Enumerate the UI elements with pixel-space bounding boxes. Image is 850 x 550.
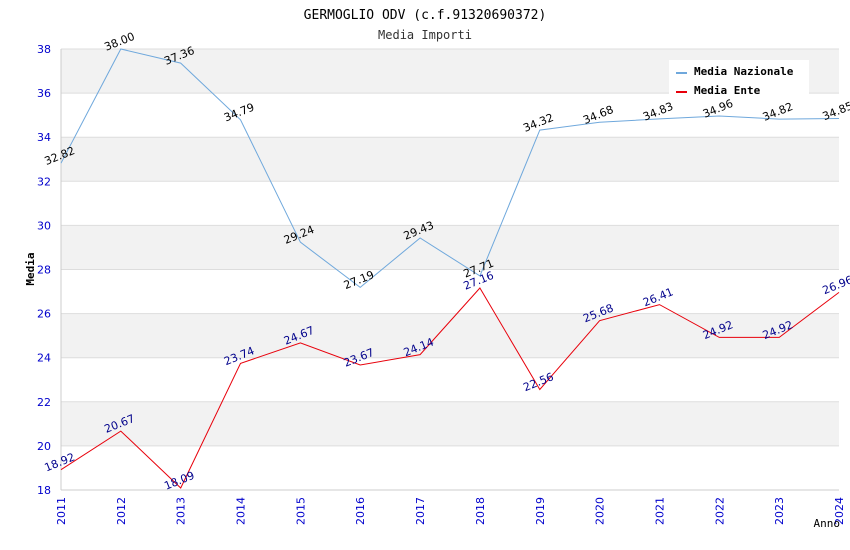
y-tick-label: 20 xyxy=(37,440,51,453)
axes xyxy=(60,49,839,491)
data-label: 26.41 xyxy=(641,285,675,309)
x-tick-label: 2016 xyxy=(354,497,367,525)
x-tick-labels: 2011 2012 2013 2014 2015 2016 2017 2018 2019 2020… xyxy=(55,497,846,525)
x-tick-label: 2019 xyxy=(534,497,547,525)
y-axis-label: Media xyxy=(24,252,37,285)
x-axis-label: Anno xyxy=(814,517,841,530)
data-label: 34.96 xyxy=(701,97,735,121)
grid-band xyxy=(61,225,839,270)
x-tick-label: 2014 xyxy=(235,497,248,525)
data-label: 22.56 xyxy=(521,370,555,394)
grid-lines xyxy=(61,48,839,491)
grid-band xyxy=(61,137,839,182)
x-tick-label: 2013 xyxy=(175,497,188,525)
data-label: 34.79 xyxy=(222,101,256,125)
grid-band xyxy=(61,401,839,446)
legend: Media Nazionale Media Ente xyxy=(669,60,809,98)
legend-box xyxy=(669,60,809,98)
data-label: 34.83 xyxy=(641,100,675,124)
x-tick-label: 2011 xyxy=(55,497,68,525)
series-line-1 xyxy=(60,287,840,489)
y-tick-label: 32 xyxy=(37,175,51,188)
y-tick-label: 30 xyxy=(37,219,51,232)
x-tick-label: 2015 xyxy=(294,497,307,525)
legend-label-media-ente: Media Ente xyxy=(694,84,761,97)
data-label: 34.32 xyxy=(521,111,555,135)
x-tick-label: 2022 xyxy=(713,497,726,525)
y-tick-label: 22 xyxy=(37,396,51,409)
chart-subtitle: Media Importi xyxy=(378,28,472,42)
x-tick-label: 2018 xyxy=(474,497,487,525)
y-tick-labels: 18 20 22 24 26 28 30 32 34 36 38 xyxy=(37,43,51,497)
x-tick-label: 2017 xyxy=(414,497,427,525)
data-label: 34.68 xyxy=(581,103,615,127)
grid-bands xyxy=(61,49,839,446)
y-tick-label: 26 xyxy=(37,308,51,321)
y-tick-label: 28 xyxy=(37,264,51,277)
grid-band xyxy=(61,313,839,358)
y-tick-label: 36 xyxy=(37,87,51,100)
series-line-0 xyxy=(60,48,840,289)
y-tick-label: 24 xyxy=(37,352,51,365)
legend-label-media-nazionale: Media Nazionale xyxy=(694,65,794,78)
x-tick-label: 2023 xyxy=(773,497,786,525)
x-tick-label: 2012 xyxy=(115,497,128,525)
chart-title: GERMOGLIO ODV (c.f.91320690372) xyxy=(304,8,547,23)
y-tick-label: 34 xyxy=(37,131,51,144)
y-tick-label: 18 xyxy=(37,484,51,497)
x-tick-label: 2020 xyxy=(594,497,607,525)
x-tick-label: 2021 xyxy=(653,497,666,525)
x-tick-label: 2024 xyxy=(833,497,846,525)
data-label: 18.92 xyxy=(43,451,77,475)
data-label: 18.09 xyxy=(162,469,196,493)
data-label: 34.82 xyxy=(761,100,795,124)
data-label: 26.96 xyxy=(821,273,850,297)
y-tick-label: 38 xyxy=(37,43,51,56)
data-label: 27.19 xyxy=(342,268,376,292)
data-label: 34.85 xyxy=(821,99,850,123)
